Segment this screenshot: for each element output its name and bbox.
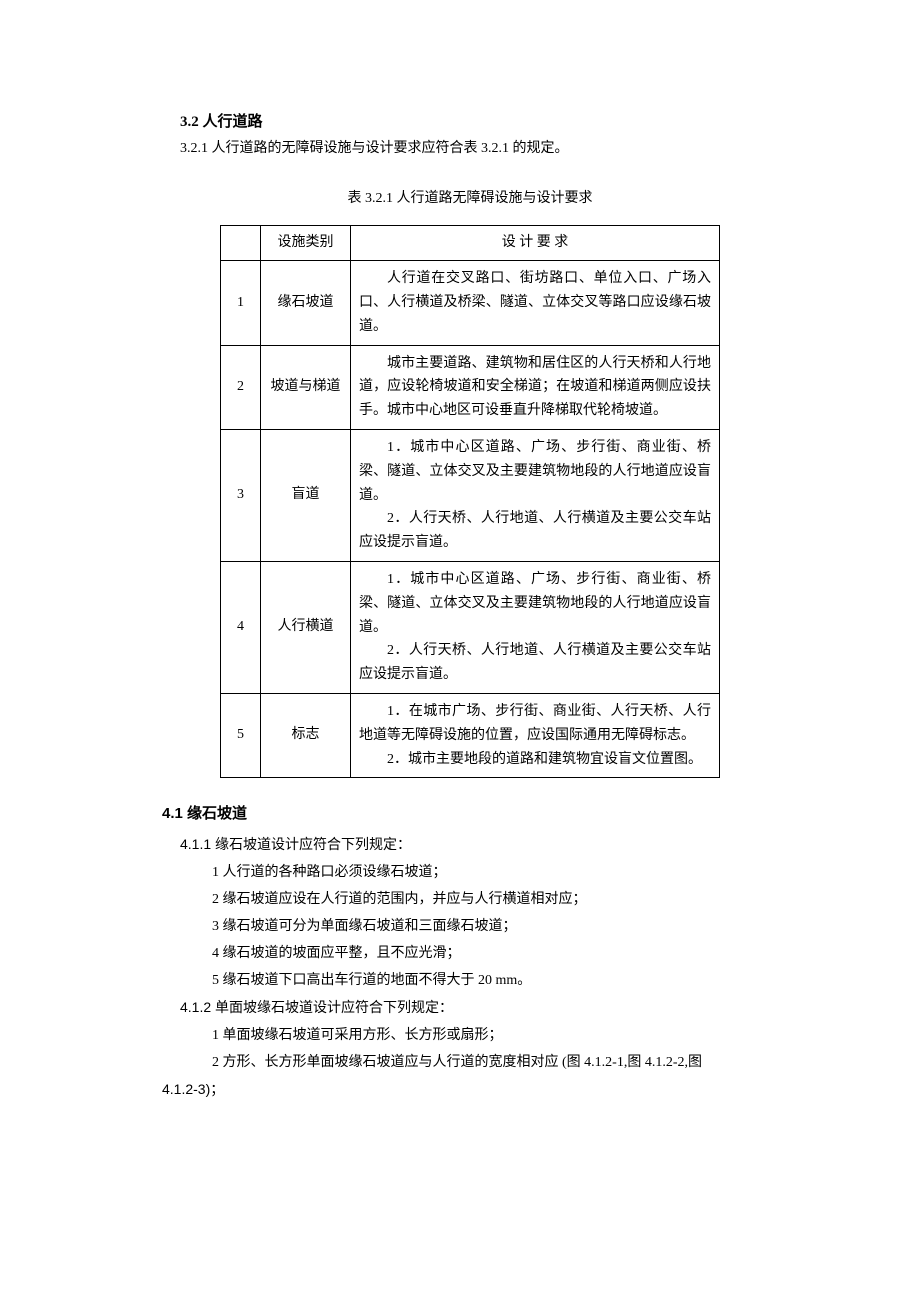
facility-table: 设施类别 设 计 要 求 1 缘石坡道 人行道在交叉路口、街坊路口、单位入口、广… [220,225,720,779]
row-req: 城市主要道路、建筑物和居住区的人行天桥和人行地道，应设轮椅坡道和安全梯道；在坡道… [351,345,720,429]
sub-item: 1 人行道的各种路口必须设缘石坡道； [212,860,760,885]
sub-item: 1 单面坡缘石坡道可采用方形、长方形或扇形； [212,1023,760,1048]
row-type: 盲道 [261,429,351,561]
row-num: 3 [221,429,261,561]
row-type: 缘石坡道 [261,261,351,345]
row-type: 坡道与梯道 [261,345,351,429]
table-row: 1 缘石坡道 人行道在交叉路口、街坊路口、单位入口、广场入口、人行横道及桥梁、隧… [221,261,720,345]
item-4-1-1-lead: 4.1.1 缘石坡道设计应符合下列规定： [180,832,760,857]
req-text: 1．城市中心区道路、广场、步行街、商业街、桥梁、隧道、立体交叉及主要建筑物地段的… [359,568,711,639]
table-header-row: 设施类别 设 计 要 求 [221,225,720,260]
row-num: 2 [221,345,261,429]
sub-item: 3 缘石坡道可分为单面缘石坡道和三面缘石坡道； [212,914,760,939]
page-container: 3.2 人行道路 3.2.1 人行道路的无障碍设施与设计要求应符合表 3.2.1… [180,110,760,1102]
header-req: 设 计 要 求 [351,225,720,260]
req-text: 2．城市主要地段的道路和建筑物宜设盲文位置图。 [359,748,711,772]
item-4-1-2-lead: 4.1.2 单面坡缘石坡道设计应符合下列规定： [180,995,760,1020]
req-text: 2．人行天桥、人行地道、人行横道及主要公交车站应设提示盲道。 [359,507,711,555]
item-4-1-2-tail: 4.1.2-3)； [162,1077,760,1102]
row-type: 人行横道 [261,561,351,693]
sub-item: 2 方形、长方形单面坡缘石坡道应与人行道的宽度相对应 (图 4.1.2-1,图 … [212,1050,760,1075]
header-blank [221,225,261,260]
row-num: 1 [221,261,261,345]
req-text: 城市主要道路、建筑物和居住区的人行天桥和人行地道，应设轮椅坡道和安全梯道；在坡道… [359,352,711,423]
section-3-2-title: 3.2 人行道路 [180,110,760,134]
table-caption: 表 3.2.1 人行道路无障碍设施与设计要求 [180,188,760,210]
req-text: 2．人行天桥、人行地道、人行横道及主要公交车站应设提示盲道。 [359,639,711,687]
table-row: 2 坡道与梯道 城市主要道路、建筑物和居住区的人行天桥和人行地道，应设轮椅坡道和… [221,345,720,429]
row-num: 4 [221,561,261,693]
sub-item: 2 缘石坡道应设在人行道的范围内，并应与人行横道相对应； [212,887,760,912]
row-type: 标志 [261,693,351,777]
sub-item: 4 缘石坡道的坡面应平整，且不应光滑； [212,941,760,966]
req-text: 1．在城市广场、步行街、商业街、人行天桥、人行地道等无障碍设施的位置，应设国际通… [359,700,711,748]
section-3-2-intro: 3.2.1 人行道路的无障碍设施与设计要求应符合表 3.2.1 的规定。 [180,138,760,160]
row-req: 1．城市中心区道路、广场、步行街、商业街、桥梁、隧道、立体交叉及主要建筑物地段的… [351,561,720,693]
table-row: 4 人行横道 1．城市中心区道路、广场、步行街、商业街、桥梁、隧道、立体交叉及主… [221,561,720,693]
sub-item: 5 缘石坡道下口高出车行道的地面不得大于 20 mm。 [212,968,760,993]
req-text: 1．城市中心区道路、广场、步行街、商业街、桥梁、隧道、立体交叉及主要建筑物地段的… [359,436,711,507]
row-req: 1．城市中心区道路、广场、步行街、商业街、桥梁、隧道、立体交叉及主要建筑物地段的… [351,429,720,561]
row-num: 5 [221,693,261,777]
table-row: 5 标志 1．在城市广场、步行街、商业街、人行天桥、人行地道等无障碍设施的位置，… [221,693,720,777]
header-type: 设施类别 [261,225,351,260]
section-4-1-title: 4.1 缘石坡道 [162,802,760,826]
table-row: 3 盲道 1．城市中心区道路、广场、步行街、商业街、桥梁、隧道、立体交叉及主要建… [221,429,720,561]
row-req: 1．在城市广场、步行街、商业街、人行天桥、人行地道等无障碍设施的位置，应设国际通… [351,693,720,777]
req-text: 人行道在交叉路口、街坊路口、单位入口、广场入口、人行横道及桥梁、隧道、立体交叉等… [359,267,711,338]
row-req: 人行道在交叉路口、街坊路口、单位入口、广场入口、人行横道及桥梁、隧道、立体交叉等… [351,261,720,345]
